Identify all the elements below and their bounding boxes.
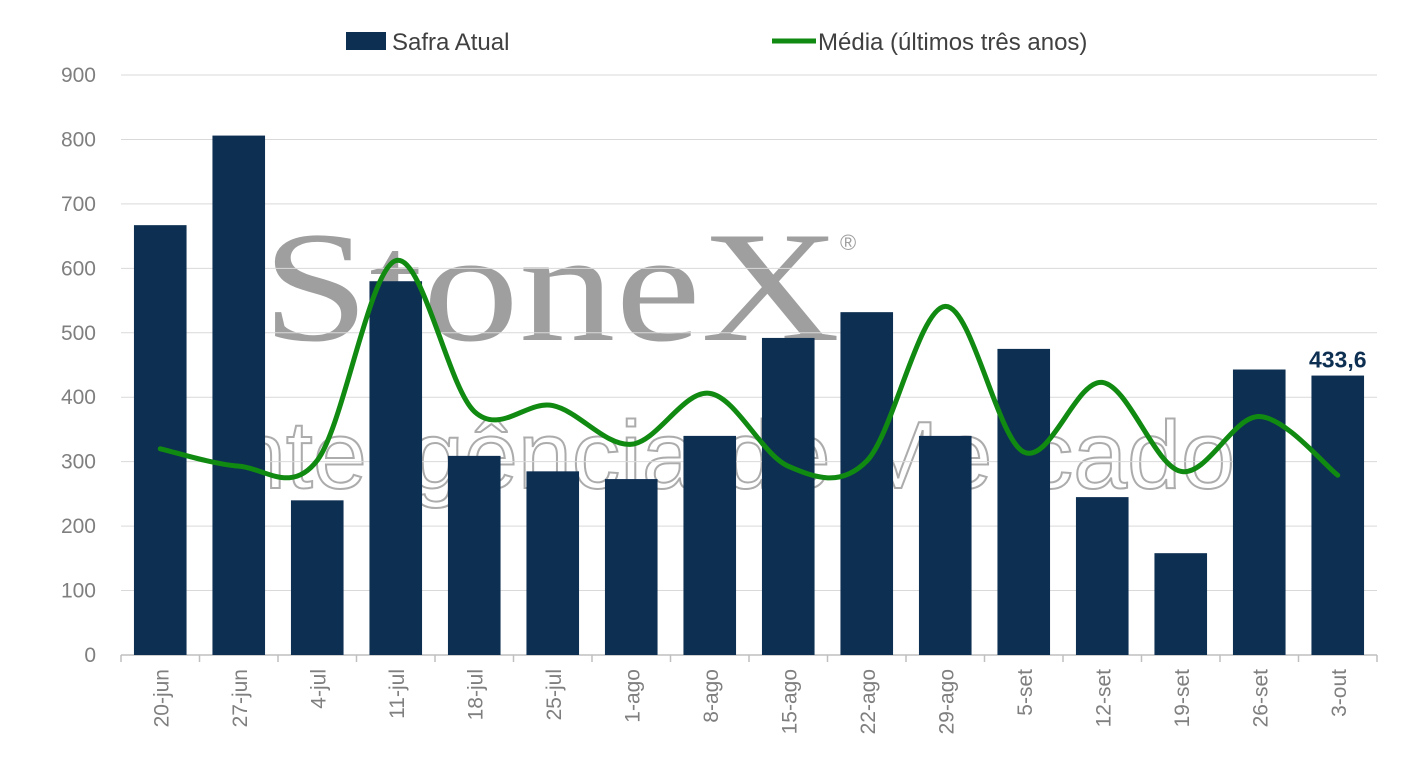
x-tick-label: 18-jul: [464, 669, 487, 720]
x-tick-label: 15-ago: [778, 669, 801, 734]
legend-label-line: Média (últimos três anos): [818, 29, 1087, 56]
bar: [133, 225, 187, 655]
y-tick-label: 900: [61, 64, 96, 87]
legend-label-bar: Safra Atual: [392, 29, 509, 56]
y-tick-label: 700: [61, 193, 96, 216]
data-label: 433,6: [1309, 347, 1367, 373]
bar: [761, 337, 815, 655]
x-tick-label: 4-jul: [307, 669, 330, 709]
x-tick-label: 25-jul: [543, 669, 566, 720]
bar: [526, 471, 580, 655]
y-tick-label: 800: [61, 128, 96, 151]
x-tick-label: 11-jul: [386, 669, 409, 719]
bar: [212, 135, 266, 656]
x-tick-label: 3-out: [1328, 669, 1351, 717]
legend-swatch-bar: [346, 32, 386, 50]
y-tick-label: 500: [61, 322, 96, 345]
bar: [290, 500, 344, 655]
x-tick-label: 8-ago: [700, 669, 723, 723]
bar: [840, 312, 894, 655]
bar: [604, 479, 658, 655]
y-tick-label: 200: [61, 515, 96, 538]
data-labels: 433,6: [1309, 347, 1367, 373]
x-tick-label: 27-jun: [229, 669, 252, 727]
y-tick-label: 400: [61, 386, 96, 409]
line-path: [157, 258, 1341, 481]
bar-series: [133, 135, 1365, 656]
bar: [369, 281, 423, 655]
bar: [997, 348, 1051, 655]
x-tick-label: 1-ago: [621, 669, 644, 723]
watermark-brand: StoneX: [262, 200, 840, 375]
bar: [918, 435, 972, 655]
x-tick-label: 22-ago: [857, 669, 880, 734]
x-axis-ticks: 20-jun 27-jun 4-jul 11-jul 18-jul 25-jul 1-ago…: [150, 669, 1351, 735]
x-tick-label: 26-set: [1249, 669, 1272, 728]
legend: Safra Atual Média (últimos três anos): [346, 29, 1087, 56]
bar: [1154, 553, 1208, 655]
x-tick-label: 5-set: [1014, 669, 1037, 716]
bar: [1311, 375, 1365, 655]
line-series: [157, 258, 1341, 481]
bar: [1075, 497, 1129, 655]
bar: [1232, 369, 1286, 655]
x-tick-label: 29-ago: [935, 669, 958, 734]
y-axis-ticks: 0 100 200 300 400 500 600 700 800 900: [61, 64, 96, 667]
x-tick-label: 19-set: [1171, 669, 1194, 728]
y-tick-label: 100: [61, 580, 96, 603]
y-tick-label: 300: [61, 451, 96, 474]
x-tick-label: 20-jun: [150, 669, 173, 727]
watermark-registered-mark: ®: [840, 230, 856, 255]
y-tick-label: 0: [84, 644, 96, 667]
bar: [683, 435, 737, 655]
x-tick-label: 12-set: [1092, 669, 1115, 728]
y-tick-label: 600: [61, 257, 96, 280]
bar: [447, 455, 501, 655]
